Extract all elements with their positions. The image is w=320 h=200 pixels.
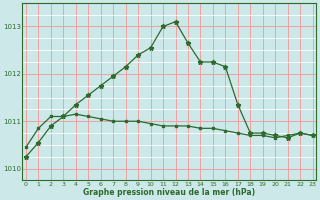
- X-axis label: Graphe pression niveau de la mer (hPa): Graphe pression niveau de la mer (hPa): [83, 188, 255, 197]
